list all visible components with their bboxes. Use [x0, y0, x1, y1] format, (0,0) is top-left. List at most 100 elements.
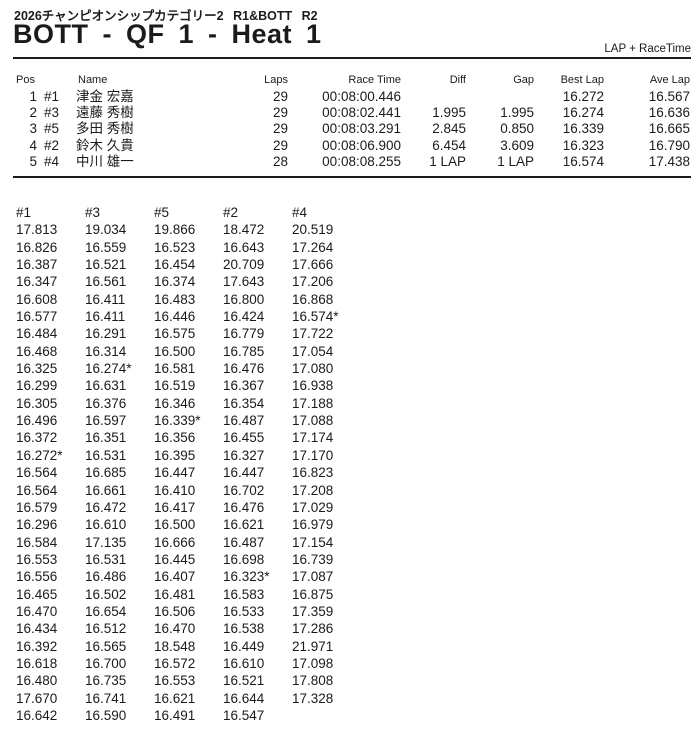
lap-times-row: 16.584 17.135 16.666 16.487 17.154 [16, 534, 361, 551]
lap-time: 16.486 [85, 569, 127, 585]
lap-time: 20.519 [292, 222, 334, 238]
rider-name: 津金 宏嘉 [76, 89, 134, 104]
page-title: BOTT - QF 1 - Heat 1 [13, 19, 322, 49]
lap-times-row: 16.642 16.590 16.491 16.547 [16, 707, 361, 724]
lap-time: 16.434 [16, 621, 58, 637]
lap-time: 16.621 [154, 690, 196, 706]
lap-times-row: 16.556 16.486 16.407 16.323* 17.087 [16, 568, 361, 585]
lap-time: 16.521 [223, 673, 265, 689]
col-header-num [44, 73, 76, 89]
lap-times-row: 16.553 16.531 16.445 16.698 16.739 [16, 551, 361, 568]
lap-time: 17.098 [292, 655, 334, 671]
lap-times-row: 16.564 16.685 16.447 16.447 16.823 [16, 464, 361, 481]
lap-time: 16.642 [16, 707, 58, 723]
lap-time: 16.741 [85, 690, 127, 706]
lap-times-table: #1 #3 #5 #2 #4 17.813 19.034 19.866 18.472 2… [16, 204, 361, 724]
lap-time: 20.709 [223, 257, 265, 273]
lap-time: 17.170 [292, 447, 334, 463]
lap-times-row: 16.468 16.314 16.500 16.785 17.054 [16, 343, 361, 360]
lap-time: 18.472 [223, 222, 265, 238]
rider-number: #4 [44, 153, 60, 169]
results-rows: 1 #1 津金 宏嘉 29 00:08:00.446 16.272 16.567 2 #3 遠藤 … [14, 89, 690, 170]
lap-time: 16.564 [16, 465, 58, 481]
col-header-diff: Diff [449, 74, 466, 86]
lap-time: 16.339* [154, 413, 201, 429]
lap-time: 16.476 [223, 499, 265, 515]
lap-times-row: 16.618 16.700 16.572 16.610 17.098 [16, 655, 361, 672]
lap-times-row: 16.608 16.411 16.483 16.800 16.868 [16, 291, 361, 308]
col-header-pos: Pos [16, 74, 35, 86]
lap-time: 16.472 [85, 499, 127, 515]
lap-col-header: #3 [85, 205, 101, 220]
result-gap [466, 89, 534, 105]
lap-time: 16.411 [85, 309, 126, 325]
result-position: 1 [29, 89, 37, 104]
lap-time: 16.356 [154, 430, 196, 446]
lap-time: 17.264 [292, 239, 334, 255]
lap-time: 16.572 [154, 655, 196, 671]
lap-time: 16.325 [16, 361, 58, 377]
lap-time: 16.556 [16, 569, 58, 585]
lap-time: 16.700 [85, 655, 127, 671]
result-diff: 2.845 [432, 121, 466, 137]
lap-time: 16.823 [292, 465, 334, 481]
lap-time: 16.553 [16, 551, 58, 567]
lap-col-header: #5 [154, 205, 170, 220]
lap-time: 16.465 [16, 586, 58, 602]
lap-time: 16.374 [154, 274, 196, 290]
rider-number: #2 [44, 137, 60, 153]
lap-time: 16.547 [223, 707, 265, 723]
lap-time: 17.286 [292, 621, 334, 637]
lap-time: 16.274* [85, 361, 132, 377]
lap-times-row: 16.465 16.502 16.481 16.583 16.875 [16, 586, 361, 603]
lap-times-row: 16.434 16.512 16.470 16.538 17.286 [16, 620, 361, 637]
lap-time: 17.666 [292, 257, 334, 273]
lap-time: 21.971 [292, 638, 334, 654]
result-race-time: 00:08:00.446 [322, 89, 401, 104]
result-gap: 0.850 [500, 121, 534, 137]
lap-time: 16.735 [85, 673, 127, 689]
lap-time: 16.621 [223, 517, 265, 533]
lap-time: 16.698 [223, 551, 265, 567]
lap-times-row: 16.826 16.559 16.523 16.643 17.264 [16, 239, 361, 256]
lap-time: 16.565 [85, 638, 127, 654]
lap-time: 16.702 [223, 482, 265, 498]
lap-time: 16.387 [16, 257, 58, 273]
rider-number: #3 [44, 105, 60, 121]
lap-time: 16.483 [154, 291, 196, 307]
lap-times-row: 16.272* 16.531 16.395 16.327 17.170 [16, 447, 361, 464]
lap-time: 16.519 [154, 378, 196, 394]
lap-time: 16.327 [223, 447, 265, 463]
result-position: 2 [29, 105, 37, 121]
lap-time: 16.538 [223, 621, 265, 637]
lap-time: 16.480 [16, 673, 58, 689]
lap-times-row: 16.470 16.654 16.506 16.533 17.359 [16, 603, 361, 620]
lap-time: 17.808 [292, 673, 334, 689]
lap-time: 16.608 [16, 291, 58, 307]
lap-times-row: 16.484 16.291 16.575 16.779 17.722 [16, 325, 361, 342]
col-header-ave-lap: Ave Lap [649, 74, 690, 86]
lap-time: 16.407 [154, 569, 196, 585]
result-laps: 28 [272, 153, 288, 169]
report-type-label: LAP + RaceTime [604, 43, 691, 55]
result-ave-lap: 16.665 [648, 121, 690, 137]
lap-time: 16.410 [154, 482, 196, 498]
lap-time: 19.866 [154, 222, 196, 238]
lap-time: 17.359 [292, 603, 334, 619]
result-gap: 3.609 [500, 137, 534, 153]
lap-time: 16.484 [16, 326, 58, 342]
lap-times-row: 16.299 16.631 16.519 16.367 16.938 [16, 377, 361, 394]
result-diff: 6.454 [432, 137, 466, 153]
lap-time: 16.531 [85, 551, 127, 567]
lap-time: 16.579 [16, 499, 58, 515]
lap-time: 16.417 [154, 499, 196, 515]
rider-name: 遠藤 秀樹 [76, 105, 134, 121]
col-header-race-time: Race Time [348, 74, 401, 86]
lap-time: 16.392 [16, 638, 58, 654]
lap-time: 16.559 [85, 239, 127, 255]
lap-time: 16.979 [292, 517, 334, 533]
lap-time: 16.454 [154, 257, 196, 273]
lap-time: 16.739 [292, 551, 334, 567]
result-best-lap: 16.323 [562, 137, 604, 153]
